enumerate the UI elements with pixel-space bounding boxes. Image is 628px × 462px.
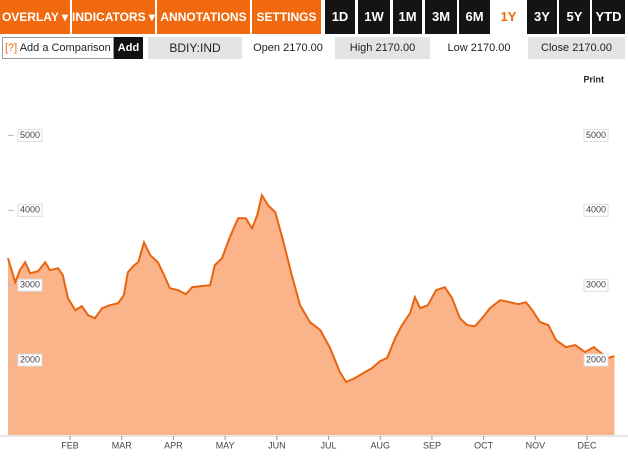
close: Close 2170.00 (528, 37, 625, 59)
menu-button[interactable]: OVERLAY ▾ (0, 0, 70, 34)
y-tick-label: 3000 (20, 280, 40, 290)
y-tick-label: 4000 (20, 205, 40, 215)
x-tick-label: FEB (61, 440, 79, 450)
y-label-box (583, 278, 609, 292)
help-icon[interactable]: [?] (5, 42, 18, 54)
comparison-placeholder: Add a Comparison (19, 42, 111, 54)
range-button[interactable]: 1M (393, 0, 422, 34)
menu-button[interactable]: INDICATORS ▾ (72, 0, 155, 34)
y-tick-label: 5000 (20, 130, 40, 140)
y-tick-label: 5000 (586, 130, 606, 140)
y-label-box (17, 353, 43, 367)
y-tick-label: 4000 (586, 205, 606, 215)
x-tick-label: SEP (423, 440, 441, 450)
menu-button[interactable]: ANNOTATIONS ▾ (157, 0, 250, 58)
price-line (7, 192, 615, 384)
y-label-box (583, 353, 609, 367)
y-tick-label: 3000 (586, 280, 606, 290)
comparison-input[interactable]: [?] Add a Comparison (2, 37, 114, 59)
x-tick-label: APR (164, 440, 183, 450)
range-button[interactable]: 6M (459, 0, 490, 34)
range-button[interactable]: 1Y (492, 0, 525, 34)
chart: Print 2000 2000 3000 3000 4000 4000 5000 5000 FE… (0, 74, 628, 450)
x-tick-label: JUL (321, 440, 337, 450)
range-button[interactable]: YTD (592, 0, 625, 34)
y-label-box (17, 203, 43, 217)
menu-button[interactable]: SETTINGS ▾ (252, 0, 321, 58)
print-link[interactable]: Print (583, 74, 604, 84)
open: Open 2170.00 (253, 42, 323, 54)
x-tick-label: MAY (216, 440, 235, 450)
y-tick-label: 2000 (20, 354, 40, 364)
high: High 2170.00 (335, 37, 430, 59)
range-button[interactable]: 3Y (527, 0, 557, 34)
y-label-box (17, 128, 43, 142)
y-tick-label: 2000 (586, 354, 606, 364)
x-tick-label: JUN (268, 440, 286, 450)
x-tick-label: MAR (112, 440, 133, 450)
y-label-box (17, 278, 43, 292)
range-button[interactable]: 1D (325, 0, 355, 34)
x-tick-label: AUG (370, 440, 390, 450)
add-button[interactable]: Add (114, 37, 143, 59)
range-button[interactable]: 1W (358, 0, 390, 34)
range-button[interactable]: 3M (425, 0, 457, 34)
ticker: BDIY:IND (148, 37, 242, 59)
x-tick-label: OCT (474, 440, 494, 450)
area-fill (8, 195, 615, 435)
x-tick-label: DEC (578, 440, 598, 450)
low: Low 2170.00 (447, 42, 511, 54)
x-tick-label: NOV (526, 440, 546, 450)
y-label-box (583, 128, 609, 142)
y-label-box (583, 203, 609, 217)
range-button[interactable]: 5Y (559, 0, 590, 34)
